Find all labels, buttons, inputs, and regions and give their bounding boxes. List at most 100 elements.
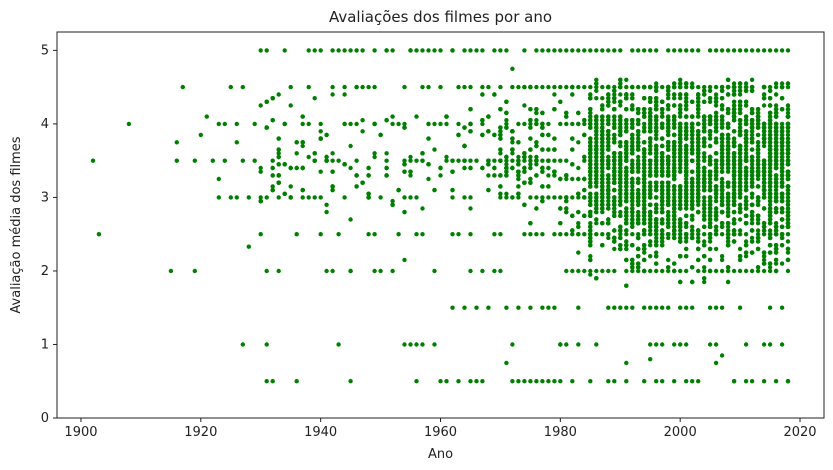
- scatter-point: [767, 176, 773, 182]
- scatter-point: [654, 103, 659, 108]
- scatter-point: [755, 228, 761, 233]
- scatter-point: [492, 132, 497, 138]
- scatter-point: [684, 268, 689, 274]
- scatter-point: [534, 84, 539, 90]
- scatter-point: [713, 48, 719, 53]
- scatter-point: [630, 206, 635, 211]
- scatter-point: [516, 158, 521, 163]
- scatter-point: [630, 84, 635, 90]
- scatter-point: [552, 84, 557, 90]
- scatter-point: [522, 379, 527, 384]
- scatter-point: [318, 232, 323, 237]
- scatter-point: [707, 121, 713, 127]
- scatter-point: [624, 268, 629, 274]
- scatter-point: [719, 114, 725, 119]
- scatter-point: [678, 107, 683, 112]
- scatter-point: [684, 114, 689, 119]
- scatter-point: [666, 88, 671, 94]
- scatter-point: [504, 173, 509, 178]
- scatter-point: [678, 198, 683, 204]
- scatter-point: [755, 48, 761, 53]
- scatter-point: [707, 48, 713, 53]
- scatter-point: [690, 379, 695, 384]
- scatter-point: [648, 107, 653, 112]
- scatter-point: [666, 209, 671, 215]
- scatter-point: [618, 243, 623, 248]
- scatter-point: [516, 154, 521, 160]
- scatter-point: [174, 158, 179, 163]
- scatter-point: [779, 147, 785, 152]
- scatter-point: [707, 84, 713, 90]
- scatter-point: [660, 173, 665, 178]
- scatter-point: [258, 169, 263, 174]
- scatter-point: [450, 232, 455, 237]
- scatter-point: [570, 92, 575, 97]
- scatter-point: [420, 206, 425, 211]
- scatter-point: [498, 84, 503, 90]
- scatter-point: [516, 191, 521, 196]
- scatter-point: [552, 379, 557, 384]
- scatter-point: [588, 232, 593, 237]
- scatter-point: [773, 221, 779, 226]
- scatter-point: [600, 103, 605, 108]
- scatter-point: [743, 114, 749, 119]
- scatter-point: [654, 235, 659, 241]
- scatter-point: [624, 209, 629, 215]
- scatter-point: [731, 217, 737, 222]
- scatter-point: [660, 162, 665, 167]
- scatter-point: [779, 342, 785, 347]
- scatter-point: [696, 84, 701, 90]
- scatter-point: [725, 202, 731, 207]
- scatter-point: [624, 246, 629, 252]
- scatter-point: [642, 129, 647, 134]
- scatter-point: [306, 48, 311, 53]
- scatter-point: [234, 195, 239, 200]
- scatter-point: [594, 342, 599, 347]
- scatter-point: [767, 268, 773, 274]
- scatter-point: [702, 239, 707, 244]
- scatter-point: [749, 48, 755, 53]
- scatter-point: [618, 125, 623, 130]
- scatter-point: [564, 195, 569, 200]
- scatter-point: [749, 268, 755, 274]
- scatter-point: [264, 48, 269, 53]
- scatter-point: [582, 84, 587, 90]
- scatter-point: [546, 305, 551, 310]
- scatter-point: [444, 154, 449, 160]
- scatter-point: [234, 121, 239, 127]
- scatter-point: [654, 228, 659, 233]
- scatter-point: [492, 173, 497, 178]
- scatter-point: [648, 147, 653, 152]
- scatter-point: [552, 158, 557, 163]
- scatter-point: [713, 136, 719, 141]
- scatter-point: [510, 140, 515, 145]
- scatter-point: [630, 162, 635, 167]
- scatter-point: [713, 162, 719, 167]
- scatter-point: [707, 136, 713, 141]
- scatter-point: [654, 206, 659, 211]
- scatter-point: [755, 162, 761, 167]
- scatter-point: [432, 147, 437, 152]
- scatter-point: [360, 118, 365, 123]
- scatter-point: [773, 176, 779, 182]
- scatter-point: [773, 173, 779, 178]
- scatter-point: [552, 147, 557, 152]
- scatter-point: [690, 81, 695, 86]
- scatter-point: [642, 48, 647, 53]
- scatter-point: [270, 165, 275, 171]
- scatter-point: [636, 169, 641, 174]
- scatter-point: [366, 84, 371, 90]
- scatter-point: [785, 121, 791, 127]
- scatter-point: [642, 217, 647, 222]
- scatter-point: [749, 228, 755, 233]
- scatter-point: [666, 265, 671, 270]
- scatter-point: [767, 114, 773, 119]
- scatter-point: [785, 239, 791, 244]
- scatter-point: [618, 195, 623, 200]
- scatter-point: [534, 232, 539, 237]
- scatter-point: [618, 99, 623, 105]
- scatter-point: [570, 268, 575, 274]
- scatter-point: [749, 217, 755, 222]
- scatter-point: [731, 154, 737, 160]
- scatter-point: [702, 198, 707, 204]
